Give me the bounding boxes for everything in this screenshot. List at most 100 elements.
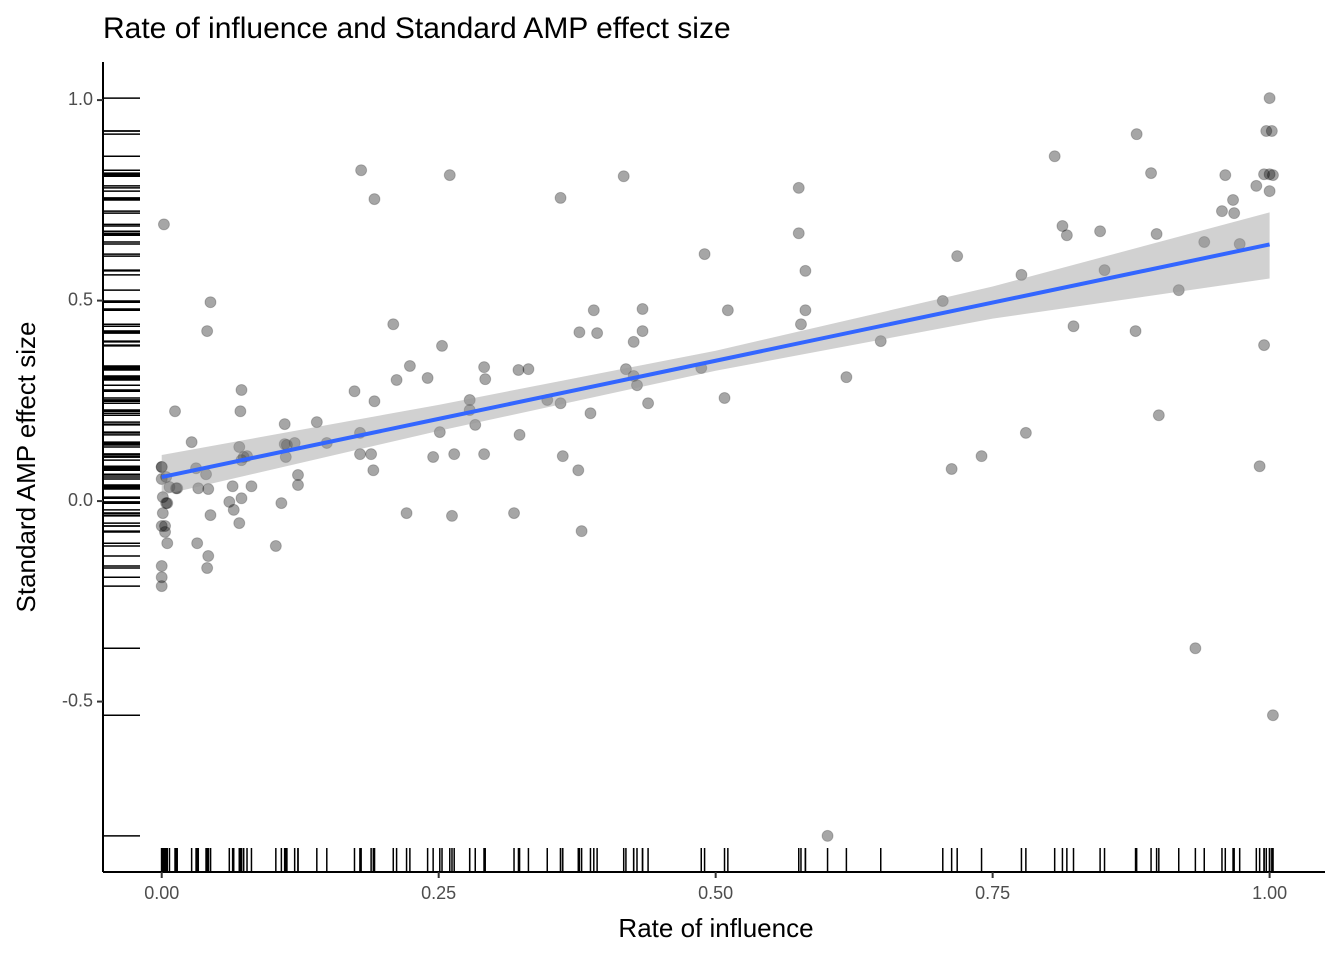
- point: [821, 829, 834, 842]
- point: [291, 479, 304, 492]
- point: [591, 327, 604, 340]
- point: [1048, 150, 1061, 163]
- x-tick-label: 0.50: [698, 883, 733, 903]
- point: [160, 497, 173, 510]
- point: [310, 416, 323, 429]
- point: [269, 539, 282, 552]
- y-tick-label: -0.5: [62, 690, 93, 710]
- point: [556, 450, 569, 463]
- point: [1227, 193, 1240, 206]
- point: [799, 304, 812, 317]
- x-axis-label: Rate of influence: [618, 913, 813, 943]
- point: [192, 482, 205, 495]
- point: [792, 227, 805, 240]
- point: [1060, 229, 1073, 242]
- point: [936, 294, 949, 307]
- point: [354, 448, 367, 461]
- point: [508, 507, 521, 520]
- point: [155, 571, 168, 584]
- point: [512, 363, 525, 376]
- point: [617, 170, 630, 183]
- point: [554, 397, 567, 410]
- point: [1265, 124, 1278, 137]
- point: [387, 318, 400, 331]
- point: [718, 392, 731, 405]
- point: [1094, 225, 1107, 238]
- point: [1172, 284, 1185, 297]
- point: [1198, 236, 1211, 249]
- point: [522, 363, 535, 376]
- point: [355, 164, 368, 177]
- y-tick-label: 0.0: [68, 490, 93, 510]
- point: [161, 537, 174, 550]
- point: [1098, 264, 1111, 277]
- point: [421, 371, 434, 384]
- point: [636, 303, 649, 316]
- point: [792, 181, 805, 194]
- point: [155, 580, 168, 593]
- point: [1019, 426, 1032, 439]
- point: [1150, 228, 1163, 241]
- point: [479, 373, 492, 386]
- point: [799, 264, 812, 277]
- point: [156, 491, 169, 504]
- point: [234, 405, 247, 418]
- point: [1258, 339, 1271, 352]
- chart-title: Rate of influence and Standard AMP effec…: [103, 12, 731, 45]
- point: [1258, 168, 1271, 181]
- point: [794, 318, 807, 331]
- point: [1263, 168, 1276, 181]
- point: [1189, 642, 1202, 655]
- point: [572, 464, 585, 477]
- point: [155, 519, 168, 532]
- point: [627, 335, 640, 348]
- point: [1015, 268, 1028, 281]
- point: [348, 385, 361, 398]
- point: [463, 394, 476, 407]
- point: [403, 359, 416, 372]
- point: [1219, 169, 1232, 182]
- point: [235, 384, 248, 397]
- point: [204, 296, 217, 309]
- point: [204, 509, 217, 522]
- point: [698, 248, 711, 261]
- point: [448, 448, 461, 461]
- point: [368, 193, 381, 206]
- point: [1067, 320, 1080, 333]
- point: [201, 562, 214, 575]
- x-tick-label: 0.25: [421, 883, 456, 903]
- point: [631, 379, 644, 392]
- point: [156, 507, 169, 520]
- point: [1056, 220, 1069, 233]
- point: [245, 480, 258, 493]
- point: [874, 335, 887, 348]
- point: [445, 509, 458, 522]
- point: [159, 519, 172, 532]
- y-tick-label: 1.0: [68, 89, 93, 109]
- y-axis-label: Standard AMP effect size: [11, 322, 41, 613]
- point: [573, 326, 586, 339]
- x-tick-label: 0.75: [975, 883, 1010, 903]
- x-tick-label: 1.00: [1252, 883, 1287, 903]
- point: [1260, 124, 1273, 137]
- point: [443, 169, 456, 182]
- point: [1152, 409, 1165, 422]
- point: [1266, 169, 1279, 182]
- point: [278, 418, 291, 431]
- point: [155, 461, 168, 473]
- point: [433, 426, 446, 439]
- point: [427, 450, 440, 463]
- point: [191, 537, 204, 550]
- point: [233, 440, 246, 453]
- point: [945, 463, 958, 476]
- point: [202, 550, 215, 563]
- point: [1129, 325, 1142, 338]
- point: [226, 480, 239, 493]
- point: [840, 371, 853, 384]
- point: [157, 218, 170, 231]
- point: [1250, 179, 1263, 192]
- point: [513, 428, 526, 441]
- point: [201, 325, 214, 338]
- point: [619, 363, 632, 376]
